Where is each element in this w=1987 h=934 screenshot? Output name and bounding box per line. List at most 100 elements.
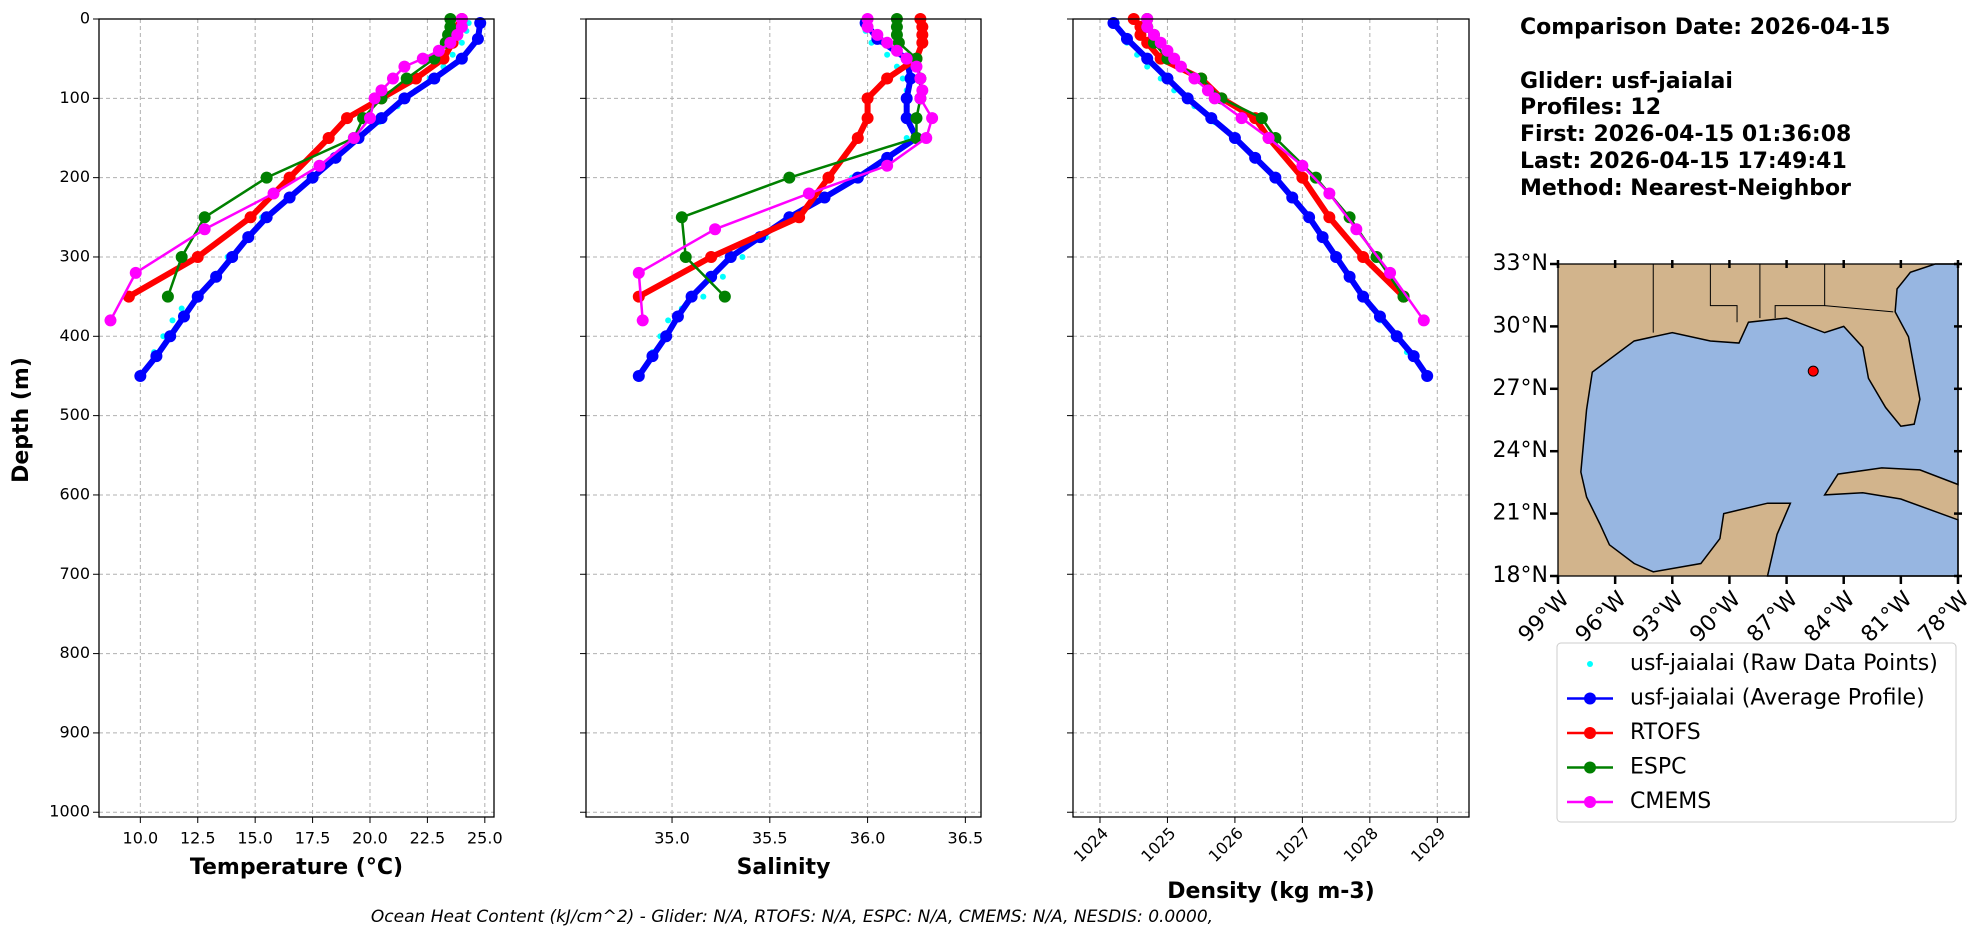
profile-point — [283, 191, 296, 204]
legend-label: RTOFS — [1630, 720, 1701, 745]
x-tick-label: 36.0 — [850, 829, 886, 848]
y-tick-label: 800 — [59, 643, 90, 662]
x-tick-label: 90°W — [1685, 587, 1746, 648]
x-tick-label: 15.0 — [237, 829, 273, 848]
profile-point — [1373, 310, 1386, 323]
y-tick-label: 27°N — [1493, 376, 1548, 401]
profile-point — [822, 171, 835, 184]
profile-point — [904, 72, 917, 85]
profile-point — [660, 330, 673, 343]
profile-point — [920, 131, 933, 144]
profile-point — [871, 28, 884, 41]
map-frame — [1557, 263, 1959, 577]
profile-point — [1174, 60, 1187, 73]
x-tick-label: 93°W — [1628, 587, 1689, 648]
profile-point — [1188, 72, 1201, 85]
y-tick-label: 900 — [59, 722, 90, 741]
profile-point — [1384, 266, 1397, 279]
profile-point — [1181, 92, 1194, 105]
profile-point — [104, 314, 117, 327]
profile-point — [1161, 44, 1174, 57]
x-tick-label: 20.0 — [352, 829, 388, 848]
profile-point — [444, 36, 457, 49]
profile-point — [210, 270, 223, 283]
x-tick-label: 12.5 — [180, 829, 216, 848]
profile-point — [636, 314, 649, 327]
profile-point — [916, 36, 929, 49]
profile-point — [900, 52, 913, 65]
y-tick-label: 24°N — [1493, 438, 1548, 463]
legend-marker — [1587, 661, 1593, 667]
profile-point — [1421, 369, 1434, 382]
profile-point — [632, 266, 645, 279]
profile-point — [1147, 28, 1160, 41]
profile-point — [161, 290, 174, 303]
profile-point — [671, 310, 684, 323]
profile-point — [890, 44, 903, 57]
profile-point — [400, 72, 413, 85]
x-tick-label: 84°W — [1800, 587, 1861, 648]
profile-point — [398, 92, 411, 105]
profile-point — [724, 250, 737, 263]
profile-point — [1296, 159, 1309, 172]
profile-point — [881, 159, 894, 172]
profile-point — [428, 72, 441, 85]
x-axis-label: Density (kg m-3) — [1167, 879, 1375, 904]
profile-point — [1262, 131, 1275, 144]
profile-point — [884, 51, 891, 58]
y-tick-label: 100 — [59, 88, 90, 107]
legend-marker — [1584, 692, 1596, 705]
x-tick-label: 99°W — [1514, 587, 1575, 648]
profile-point — [471, 32, 484, 45]
profile-point — [1120, 32, 1133, 45]
profile-point — [1107, 16, 1120, 29]
profile-point — [198, 211, 211, 224]
profile-point — [449, 51, 456, 58]
y-tick-label: 1000 — [49, 802, 90, 821]
profile-point — [306, 171, 319, 184]
x-tick-label: 35.5 — [752, 829, 788, 848]
profile-point — [1255, 112, 1268, 125]
profile-point — [474, 16, 487, 29]
profile-point — [899, 75, 906, 82]
profile-point — [679, 250, 692, 263]
profile-point — [718, 290, 731, 303]
profile-point — [1228, 131, 1241, 144]
y-tick-label: 21°N — [1493, 501, 1548, 526]
legend-box — [1556, 642, 1957, 823]
profile-point — [1303, 211, 1316, 224]
profile-point — [675, 211, 688, 224]
y-axis-label: Depth (m) — [9, 357, 34, 483]
x-tick-label: 1026 — [1205, 824, 1247, 866]
profile-point — [1286, 191, 1299, 204]
profile-point — [191, 250, 204, 263]
profile-point — [1269, 171, 1282, 184]
profile-point — [861, 20, 874, 33]
axes-frame — [585, 18, 982, 818]
profile-point — [914, 92, 927, 105]
x-tick-label: 1027 — [1272, 824, 1314, 866]
x-tick-label: 1029 — [1407, 824, 1449, 866]
profile-point — [347, 131, 360, 144]
profile-point — [926, 112, 939, 125]
x-tick-label: 35.0 — [654, 829, 690, 848]
x-tick-label: 10.0 — [123, 829, 159, 848]
profile-point — [881, 36, 894, 49]
profile-point — [455, 52, 468, 65]
legend-label: ESPC — [1630, 755, 1687, 780]
y-tick-label: 400 — [59, 326, 90, 345]
x-tick-label: 17.5 — [295, 829, 331, 848]
info-line: Last: 2026-04-15 17:49:41 — [1520, 149, 1847, 174]
profile-point — [386, 72, 399, 85]
profile-point — [368, 92, 381, 105]
profile-point — [632, 290, 645, 303]
profile-point — [1141, 52, 1154, 65]
profile-point — [134, 369, 147, 382]
y-tick-label: 600 — [59, 484, 90, 503]
legend-label: usf-jaialai (Average Profile) — [1630, 686, 1925, 711]
profile-point — [458, 39, 465, 46]
x-tick-label: 1024 — [1070, 824, 1112, 866]
profile-point — [260, 211, 273, 224]
x-tick-label: 78°W — [1914, 587, 1975, 648]
